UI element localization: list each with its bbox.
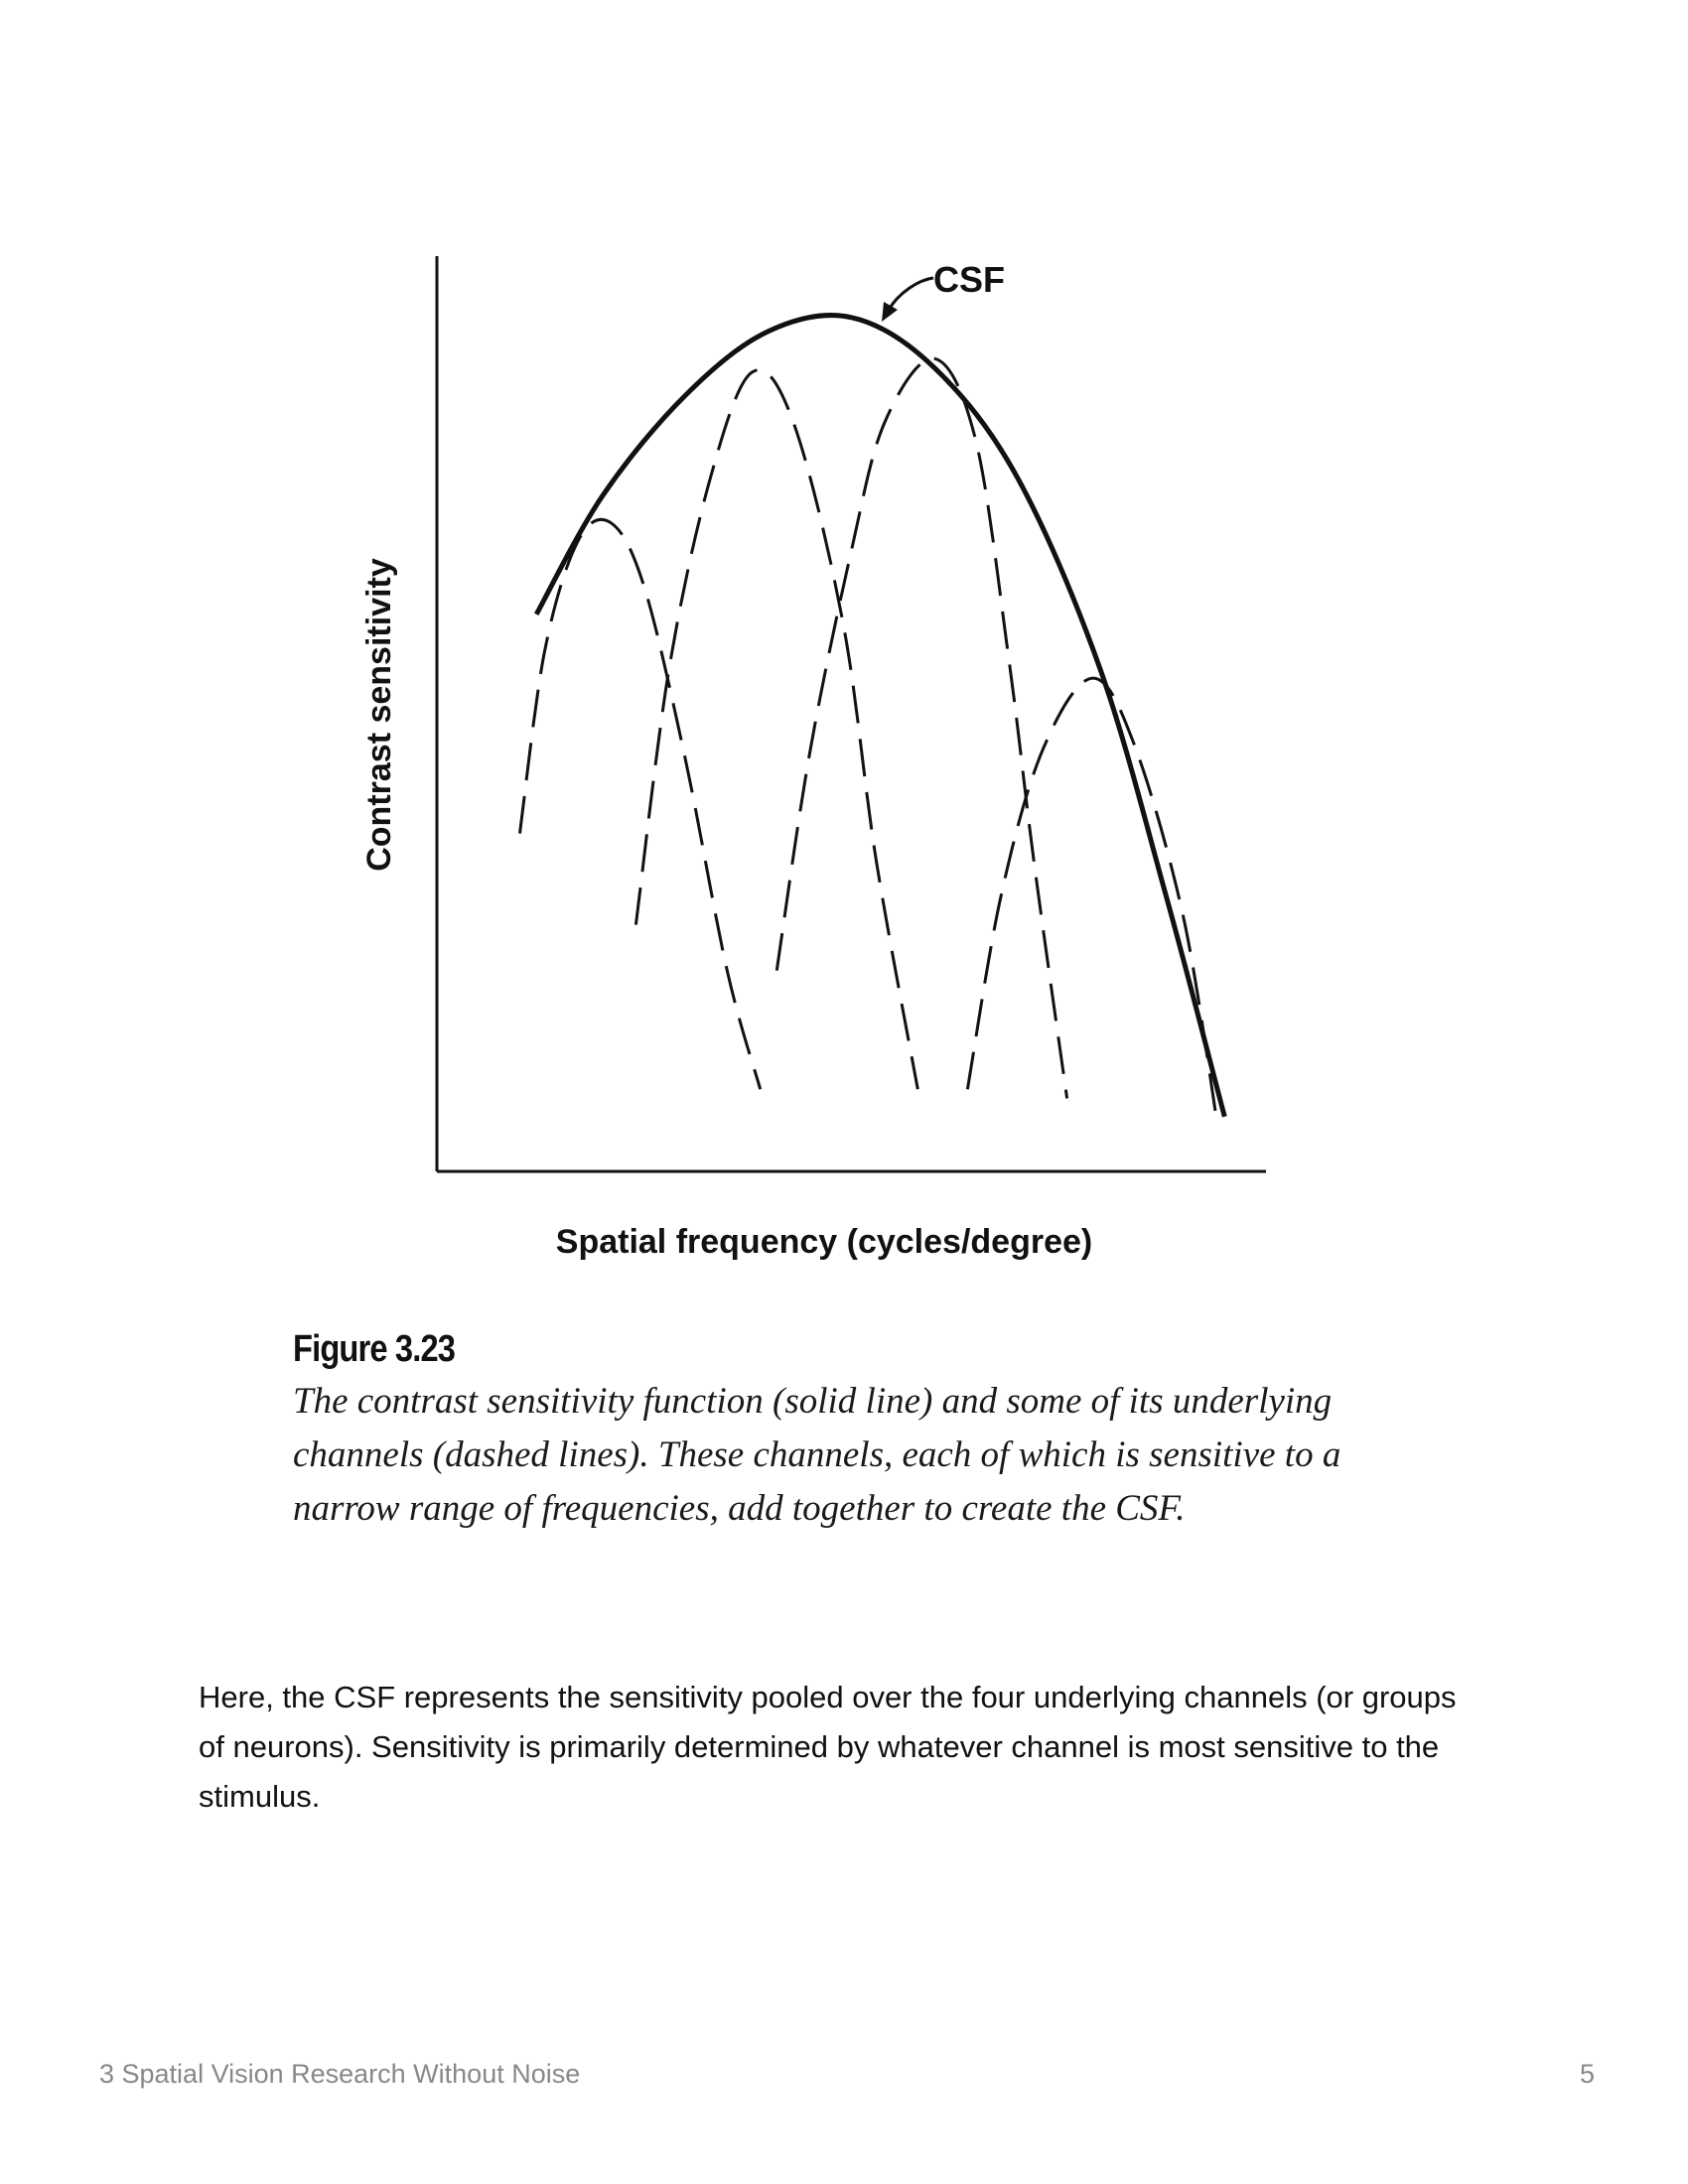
csf-annotation-arrowhead bbox=[882, 302, 898, 322]
channel-3-dashed-curve bbox=[774, 356, 1069, 1099]
channel-2-dashed-curve bbox=[633, 368, 919, 1090]
figure-caption: Figure 3.23 The contrast sensitivity fun… bbox=[293, 1328, 1385, 1536]
channel-4-dashed-curve bbox=[965, 676, 1218, 1118]
caption-text: The contrast sensitivity function (solid… bbox=[293, 1381, 1341, 1529]
footer-title: 3 Spatial Vision Research Without Noise bbox=[99, 2059, 581, 2089]
body-paragraph: Here, the CSF represents the sensitivity… bbox=[199, 1680, 1457, 1814]
csf-annotation-arrow bbox=[887, 276, 934, 311]
channel-1-dashed-curve bbox=[518, 517, 763, 1090]
caption-title: Figure 3.23 bbox=[293, 1328, 456, 1370]
csf-chart: CSF Contrast sensitivity Spatial frequen… bbox=[360, 256, 1266, 1261]
csf-annotation: CSF bbox=[933, 259, 1005, 300]
x-axis-label: Spatial frequency (cycles/degree) bbox=[556, 1223, 1092, 1261]
figure: CSF Contrast sensitivity Spatial frequen… bbox=[298, 199, 1430, 1300]
csf-solid-curve bbox=[534, 313, 1227, 1118]
page-number: 5 bbox=[1579, 2059, 1595, 2089]
y-axis-label: Contrast sensitivity bbox=[360, 558, 398, 872]
